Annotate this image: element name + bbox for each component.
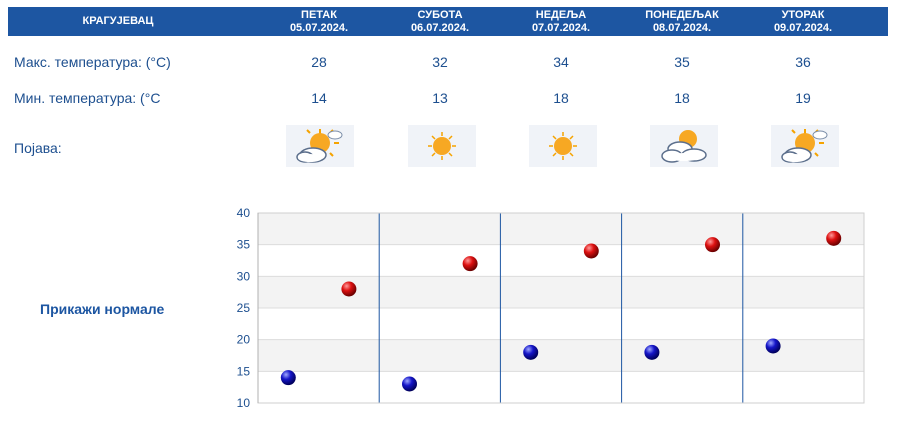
y-tick-label: 25 xyxy=(237,301,251,315)
min-temp-point[interactable] xyxy=(280,370,296,386)
min-temp-value: 18 xyxy=(553,90,569,106)
min-temp-value: 14 xyxy=(311,90,327,106)
max-temp-value: 28 xyxy=(311,54,327,70)
min-temp-label: Мин. температура: (°C xyxy=(14,90,161,106)
max-temp-point[interactable] xyxy=(462,256,478,272)
y-tick-label: 35 xyxy=(237,238,251,252)
max-temp-label: Макс. температура: (°C) xyxy=(14,54,171,70)
grid-band xyxy=(258,308,864,340)
min-temp-point[interactable] xyxy=(402,376,417,392)
day-name: НЕДЕЉА xyxy=(535,9,587,21)
day-header-3: НЕДЕЉА 07.07.2024. xyxy=(506,7,616,36)
min-temp-value: 18 xyxy=(674,90,690,106)
city-name: КРАГУЈЕВАЦ xyxy=(82,15,154,27)
max-temp-value: 36 xyxy=(795,54,811,70)
show-normals-link[interactable]: Прикажи нормале xyxy=(40,301,165,317)
max-temp-value: 35 xyxy=(674,54,690,70)
grid-band xyxy=(258,244,864,277)
day-date: 05.07.2024. xyxy=(289,22,349,34)
grid-band xyxy=(258,213,864,245)
y-tick-label: 10 xyxy=(237,396,251,410)
min-temp-value: 19 xyxy=(795,90,811,106)
day-date: 07.07.2024. xyxy=(531,22,591,34)
partly-sunny-icon xyxy=(771,125,839,167)
partly-sunny-icon xyxy=(286,125,354,167)
grid-band xyxy=(258,276,864,308)
min-temp-value: 13 xyxy=(432,90,448,106)
sun-icon xyxy=(529,125,597,167)
max-temp-value: 32 xyxy=(432,54,448,70)
y-tick-label: 15 xyxy=(237,364,251,378)
day-name: ПЕТАК xyxy=(301,9,337,21)
day-date: 09.07.2024. xyxy=(773,22,833,34)
day-date: 06.07.2024. xyxy=(410,22,470,34)
day-header-1: ПЕТАК 05.07.2024. xyxy=(264,7,374,36)
forecast-header: КРАГУЈЕВАЦ ПЕТАК 05.07.2024. СУБОТА 06.0… xyxy=(8,7,888,36)
max-temp-point[interactable] xyxy=(826,230,842,246)
day-name: СУБОТА xyxy=(417,9,463,21)
max-temp-point[interactable] xyxy=(341,281,357,297)
grid-band xyxy=(258,371,864,403)
grid-band xyxy=(258,339,864,372)
min-temp-point[interactable] xyxy=(523,344,539,360)
day-date: 08.07.2024. xyxy=(652,22,712,34)
sun-icon xyxy=(408,125,476,167)
max-temp-point[interactable] xyxy=(705,237,720,253)
y-tick-label: 40 xyxy=(237,206,251,220)
y-tick-label: 20 xyxy=(237,333,251,347)
max-temp-value: 34 xyxy=(553,54,569,70)
day-name: УТОРАК xyxy=(781,9,825,21)
day-header-2: СУБОТА 06.07.2024. xyxy=(385,7,495,36)
max-temp-point[interactable] xyxy=(583,243,599,259)
phenomenon-label: Појава: xyxy=(14,140,62,156)
sun-behind-clouds-icon xyxy=(650,125,718,167)
day-header-4: ПОНЕДЕЉАК 08.07.2024. xyxy=(627,7,737,36)
day-name: ПОНЕДЕЉАК xyxy=(645,9,719,21)
y-tick-label: 30 xyxy=(237,269,251,283)
day-header-5: УТОРАК 09.07.2024. xyxy=(748,7,858,36)
min-temp-point[interactable] xyxy=(765,338,781,354)
min-temp-point[interactable] xyxy=(644,344,660,360)
